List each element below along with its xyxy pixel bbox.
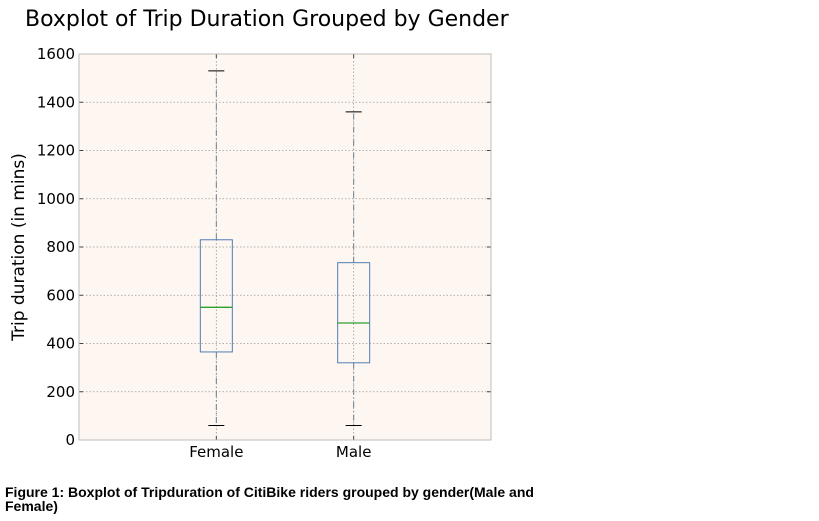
box-series	[199, 70, 371, 427]
y-axis-label: Trip duration (in mins)	[9, 153, 29, 342]
y-tick-label: 1600	[37, 45, 75, 63]
y-tick-label: 200	[46, 383, 75, 401]
y-tick-label: 0	[65, 431, 75, 449]
y-tick-label: 1400	[37, 93, 75, 111]
x-axis-ticks: Female Male	[189, 54, 371, 461]
box-male	[337, 111, 371, 427]
y-tick-label: 400	[46, 335, 75, 353]
plot-frame	[78, 53, 492, 441]
y-axis-ticks: 0 200 400 600 800 1000 1200 1400 1600	[37, 45, 491, 449]
figure-caption: Figure 1: Boxplot of Tripduration of Cit…	[5, 484, 534, 514]
x-tick-label: Female	[189, 443, 243, 461]
y-tick-label: 800	[46, 238, 75, 256]
y-tick-label: 1000	[37, 190, 75, 208]
x-tick-label: Male	[336, 443, 372, 461]
y-tick-label: 1200	[37, 142, 75, 160]
chart-title: Boxplot of Trip Duration Grouped by Gend…	[25, 7, 510, 32]
y-tick-label: 600	[46, 286, 75, 304]
box-female	[199, 70, 233, 427]
iqr-box	[337, 262, 371, 364]
iqr-box	[199, 239, 233, 353]
